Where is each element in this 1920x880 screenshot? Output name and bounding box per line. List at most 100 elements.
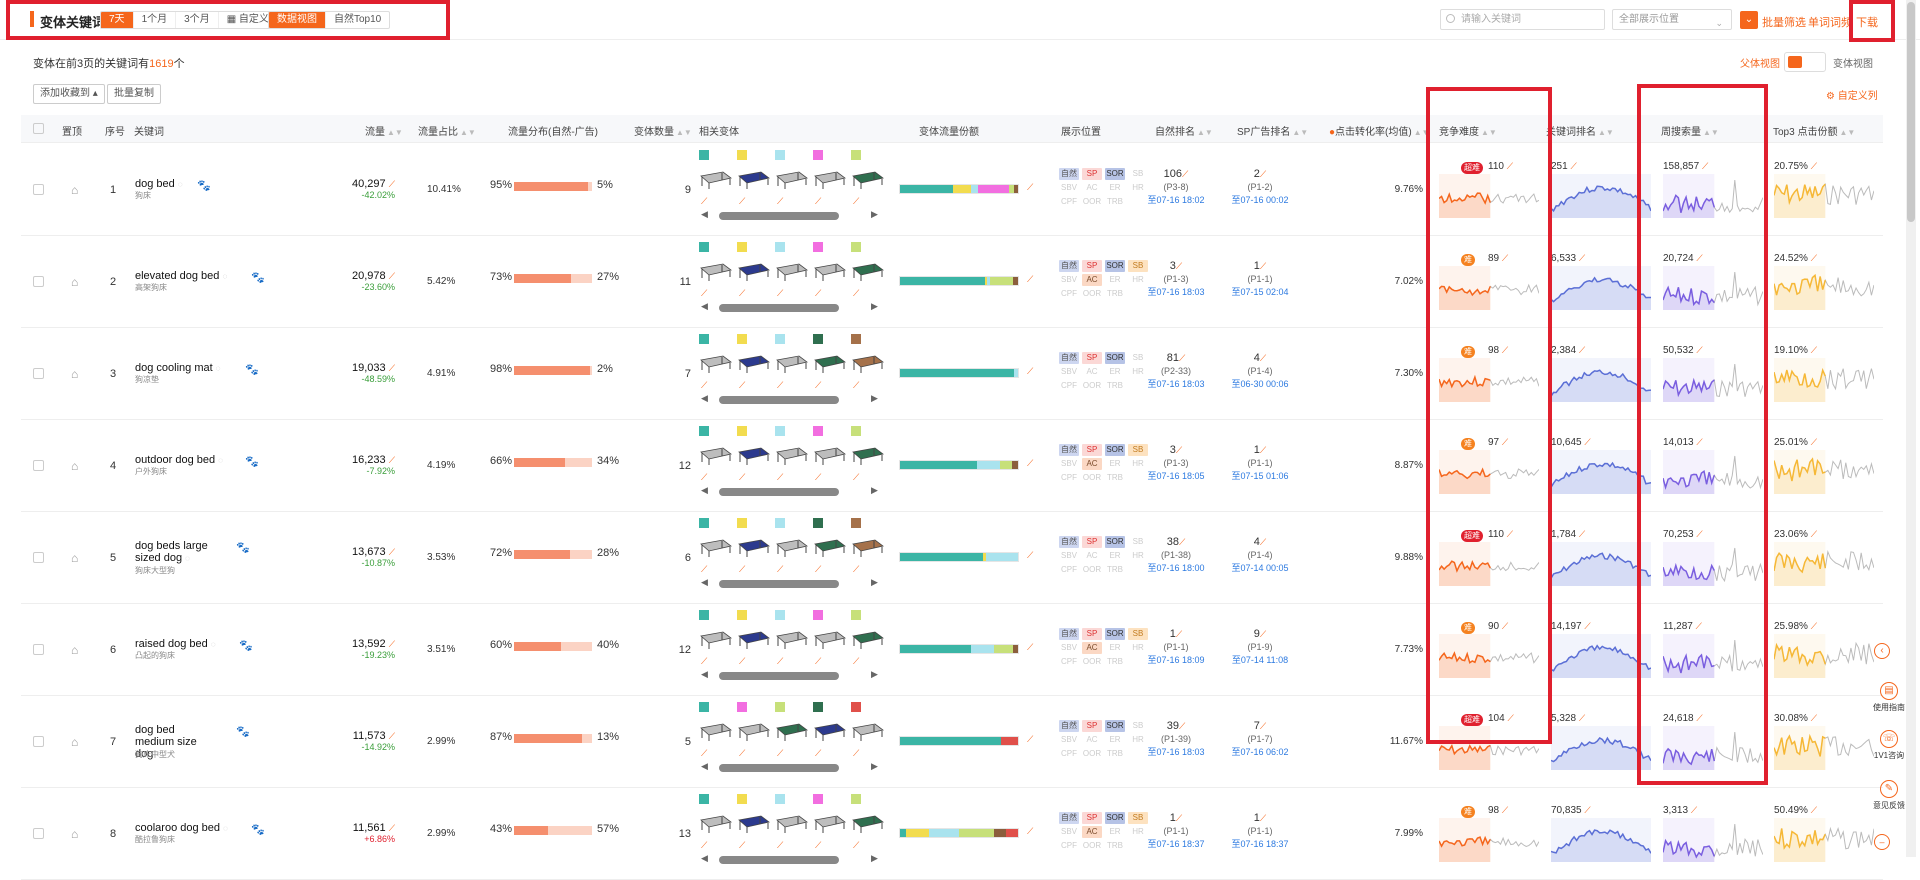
period-7d[interactable]: 7天 — [101, 12, 134, 28]
table-row[interactable]: ⌂ 8 coolaroo dog bed ◌ 酷拉鲁狗床 🐾 11,561 ⟋ +6.86%… — [21, 788, 1883, 880]
variants-scrollbar[interactable] — [719, 672, 839, 680]
variant-color-swatch[interactable] — [851, 610, 861, 620]
variant-thumbnail[interactable] — [773, 812, 809, 834]
table-row[interactable]: ⌂ 5 dog beds large sized dog ◌ 狗床大型狗 🐾 13,673… — [21, 512, 1883, 604]
variant-thumbnail[interactable] — [735, 352, 771, 374]
table-row[interactable]: ⌂ 3 dog cooling mat ◌ 狗凉垫 🐾 19,033 ⟋ -48.59% 4.… — [21, 328, 1883, 420]
view-natural-top10[interactable]: 自然Top10 — [334, 14, 382, 25]
table-row[interactable]: ⌂ 4 outdoor dog bed ◌ 户外狗床 🐾 16,233 ⟋ -7.92% 4.… — [21, 420, 1883, 512]
variant-thumbnail[interactable] — [773, 260, 809, 282]
variant-color-swatch[interactable] — [737, 702, 747, 712]
position-select[interactable]: 全部展示位置 ⌄ — [1612, 9, 1732, 30]
trend-chart-icon[interactable]: ⟋ — [1578, 713, 1586, 723]
trend-chart-icon[interactable]: ⟋ — [853, 840, 860, 850]
trend-chart-icon[interactable]: ⟋ — [1027, 274, 1034, 284]
variant-thumbnail[interactable] — [697, 536, 733, 558]
trend-chart-icon[interactable]: ⟋ — [1501, 437, 1509, 447]
sp-rank-time[interactable]: 至07-15 02:04 — [1231, 287, 1289, 297]
trend-chart-icon[interactable]: ⟋ — [1810, 437, 1818, 447]
variant-thumbnail[interactable] — [849, 352, 885, 374]
scroll-left-icon[interactable]: ◀ — [701, 853, 708, 863]
trend-chart-icon[interactable]: ⟋ — [777, 196, 784, 206]
variant-thumbnail[interactable] — [735, 536, 771, 558]
trend-chart-icon[interactable]: ⟋ — [853, 380, 860, 390]
variant-color-swatch[interactable] — [699, 794, 709, 804]
top3-trend[interactable] — [1773, 266, 1875, 310]
variants-scrollbar[interactable] — [719, 212, 839, 220]
top3-trend[interactable] — [1773, 634, 1875, 678]
row-checkbox[interactable] — [33, 368, 44, 379]
trend-chart-icon[interactable]: ⟋ — [1810, 345, 1818, 355]
scroll-right-icon[interactable]: ▶ — [871, 209, 878, 219]
trend-chart-icon[interactable]: ⟋ — [777, 840, 784, 850]
trend-chart-icon[interactable]: ⟋ — [777, 472, 784, 482]
variant-thumbnail[interactable] — [697, 444, 733, 466]
trend-chart-icon[interactable]: ⟋ — [853, 196, 860, 206]
copy-icon[interactable]: ◌ — [210, 640, 216, 649]
paw-icon[interactable]: 🐾 — [245, 364, 259, 376]
keyword-text[interactable]: raised dog bed ◌ — [135, 638, 255, 651]
tag-icon[interactable]: ⌂ — [71, 827, 79, 841]
variant-color-swatch[interactable] — [775, 518, 785, 528]
variant-color-swatch[interactable] — [813, 610, 823, 620]
trend-chart-icon[interactable]: ⟋ — [1584, 437, 1591, 447]
trend-chart-icon[interactable]: ⟋ — [1696, 529, 1703, 539]
trend-chart-icon[interactable]: ⟋ — [1506, 161, 1514, 171]
trend-chart-icon[interactable]: ⟋ — [1027, 734, 1034, 744]
variant-color-swatch[interactable] — [813, 334, 823, 344]
variant-color-swatch[interactable] — [851, 426, 861, 436]
top3-trend[interactable] — [1773, 726, 1875, 770]
variant-thumbnail[interactable] — [735, 260, 771, 282]
sp-rank[interactable]: 1⟋ (P1-1) 至07-15 02:04 — [1225, 260, 1295, 299]
trend-chart-icon[interactable]: ⟋ — [739, 656, 746, 666]
organic-rank[interactable]: 106⟋ (P3-8) 至07-16 18:02 — [1141, 168, 1211, 207]
table-row[interactable]: ⌂ 1 dog bed ◌ 狗床 🐾 40,297 ⟋ -42.02% 10.41% 95% 5%… — [21, 144, 1883, 236]
difficulty-trend[interactable] — [1438, 726, 1540, 770]
paw-icon[interactable]: 🐾 — [251, 272, 265, 284]
variant-color-swatch[interactable] — [699, 242, 709, 252]
trend-chart-icon[interactable]: ⟋ — [853, 472, 860, 482]
variants-scrollbar[interactable] — [719, 856, 839, 864]
trend-chart-icon[interactable]: ⟋ — [701, 288, 708, 298]
sp-rank-time[interactable]: 至07-16 06:02 — [1231, 747, 1289, 757]
variant-thumbnail[interactable] — [697, 812, 733, 834]
trend-chart-icon[interactable]: ⟋ — [1178, 353, 1186, 363]
trend-chart-icon[interactable]: ⟋ — [739, 472, 746, 482]
copy-icon[interactable]: ◌ — [218, 456, 223, 465]
organic-rank-time[interactable]: 至07-16 18:37 — [1147, 839, 1205, 849]
top3-trend[interactable] — [1773, 818, 1875, 862]
variants-scrollbar[interactable] — [719, 488, 839, 496]
trend-chart-icon[interactable]: ⟋ — [1178, 721, 1186, 731]
trend-chart-icon[interactable]: ⟋ — [388, 455, 395, 465]
trend-chart-icon[interactable]: ⟋ — [1696, 345, 1703, 355]
col-difficulty[interactable]: 竞争难度 ▲▼ — [1439, 123, 1497, 138]
trend-chart-icon[interactable]: ⟋ — [1578, 345, 1586, 355]
trend-chart-icon[interactable]: ⟋ — [1695, 621, 1702, 631]
trend-chart-icon[interactable]: ⟋ — [777, 288, 784, 298]
copy-icon[interactable]: ◌ — [156, 750, 162, 759]
variants-scrollbar[interactable] — [719, 764, 839, 772]
scroll-left-icon[interactable]: ◀ — [701, 485, 708, 495]
trend-chart-icon[interactable]: ⟋ — [701, 196, 708, 206]
variant-color-swatch[interactable] — [737, 150, 747, 160]
difficulty-trend[interactable] — [1438, 634, 1540, 678]
kw-rank-trend[interactable] — [1550, 358, 1652, 402]
copy-icon[interactable]: ◌ — [177, 180, 183, 189]
trend-chart-icon[interactable]: ⟋ — [1578, 529, 1586, 539]
keyword-text[interactable]: outdoor dog bed ◌ — [135, 454, 255, 467]
trend-chart-icon[interactable]: ⟋ — [1690, 805, 1698, 815]
tag-icon[interactable]: ⌂ — [71, 735, 79, 749]
scroll-left-icon[interactable]: ◀ — [701, 669, 708, 679]
variant-thumbnail[interactable] — [697, 720, 733, 742]
variants-scrollbar[interactable] — [719, 304, 839, 312]
trend-chart-icon[interactable]: ⟋ — [1578, 253, 1586, 263]
trend-chart-icon[interactable]: ⟋ — [701, 472, 708, 482]
trend-chart-icon[interactable]: ⟋ — [1178, 537, 1186, 547]
paw-icon[interactable]: 🐾 — [236, 542, 250, 554]
variant-color-swatch[interactable] — [813, 242, 823, 252]
variant-color-swatch[interactable] — [699, 702, 709, 712]
variant-color-swatch[interactable] — [813, 150, 823, 160]
search-input[interactable]: 请输入关键词 — [1440, 9, 1605, 30]
paw-icon[interactable]: 🐾 — [197, 180, 211, 192]
organic-rank[interactable]: 38⟋ (P1-38) 至07-16 18:00 — [1141, 536, 1211, 575]
